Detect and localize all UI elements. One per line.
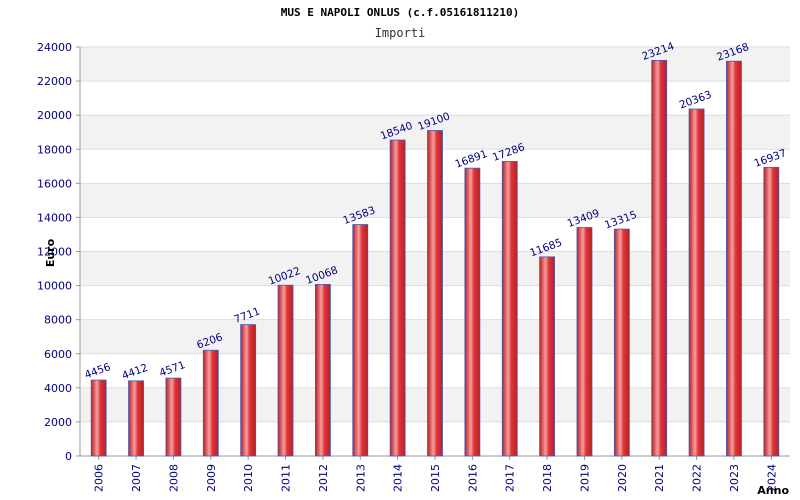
bar	[726, 60, 742, 457]
y-tick-label: 8000	[44, 314, 72, 327]
x-tick-label: 2011	[280, 464, 293, 492]
bar	[613, 228, 630, 457]
bar	[464, 167, 481, 457]
bar	[651, 59, 668, 457]
y-tick-label: 2000	[44, 416, 72, 429]
y-tick-label: 22000	[37, 75, 72, 88]
bar	[501, 161, 518, 457]
y-tick-label: 10000	[37, 280, 72, 293]
y-tick-label: 20000	[37, 109, 72, 122]
x-tick-label: 2014	[392, 464, 405, 492]
x-tick-label: 2024	[765, 464, 778, 492]
y-tick-label: 18000	[37, 143, 72, 156]
x-tick-label: 2018	[541, 464, 554, 492]
x-tick-label: 2006	[93, 464, 106, 492]
x-tick-label: 2012	[317, 464, 330, 492]
data-label: 4571	[158, 359, 187, 379]
bar	[389, 139, 406, 457]
bar	[240, 324, 257, 457]
x-tick-label: 2008	[167, 464, 180, 492]
y-tick-label: 4000	[44, 382, 72, 395]
bar	[427, 130, 443, 457]
data-label: 20363	[678, 89, 713, 112]
bar	[539, 256, 556, 457]
y-tick-label: 0	[65, 450, 72, 463]
x-tick-label: 2019	[578, 464, 591, 492]
x-tick-label: 2016	[466, 464, 479, 492]
data-label: 16891	[454, 148, 489, 171]
y-axis-label: Euro	[44, 238, 57, 267]
data-label: 4456	[83, 361, 113, 382]
y-tick-label: 14000	[37, 211, 72, 224]
bar	[352, 224, 369, 457]
grid-band	[80, 47, 790, 82]
bar	[202, 349, 219, 457]
x-tick-label: 2021	[653, 464, 666, 492]
x-axis-label: Anno	[757, 484, 789, 497]
y-tick-label: 16000	[37, 177, 72, 190]
bar	[90, 379, 107, 457]
x-tick-label: 2017	[504, 464, 517, 492]
bar	[128, 380, 144, 457]
y-tick-label: 6000	[44, 348, 72, 361]
x-tick-label: 2010	[242, 464, 255, 492]
chart-title: MUS E NAPOLI ONLUS (c.f.05161811210)	[280, 6, 520, 19]
bar	[688, 108, 705, 457]
chart-subtitle: Importi	[374, 26, 426, 40]
x-tick-label: 2020	[616, 464, 629, 492]
x-tick-label: 2023	[728, 464, 741, 492]
x-tick-label: 2007	[130, 464, 143, 492]
bar	[165, 377, 182, 457]
bar	[314, 284, 331, 457]
y-tick-label: 12000	[37, 246, 72, 259]
bar	[277, 284, 294, 457]
bar	[763, 166, 780, 457]
y-tick-label: 24000	[37, 41, 72, 54]
data-label: 4412	[120, 362, 149, 382]
bar	[576, 227, 593, 457]
x-tick-label: 2009	[205, 464, 218, 492]
data-label: 16937	[753, 147, 788, 170]
x-tick-label: 2022	[691, 464, 704, 492]
x-tick-label: 2013	[354, 464, 367, 492]
x-tick-label: 2015	[429, 464, 442, 492]
